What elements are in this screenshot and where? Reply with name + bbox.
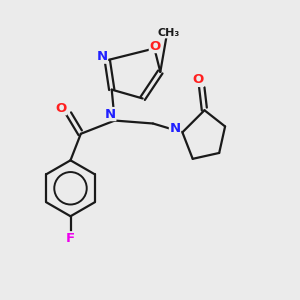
Text: N: N xyxy=(169,122,181,135)
Text: CH₃: CH₃ xyxy=(158,28,180,38)
Text: F: F xyxy=(66,232,75,245)
Text: N: N xyxy=(105,108,116,121)
Text: O: O xyxy=(56,102,67,115)
Text: O: O xyxy=(192,74,204,86)
Text: N: N xyxy=(96,50,108,63)
Text: O: O xyxy=(149,40,161,52)
